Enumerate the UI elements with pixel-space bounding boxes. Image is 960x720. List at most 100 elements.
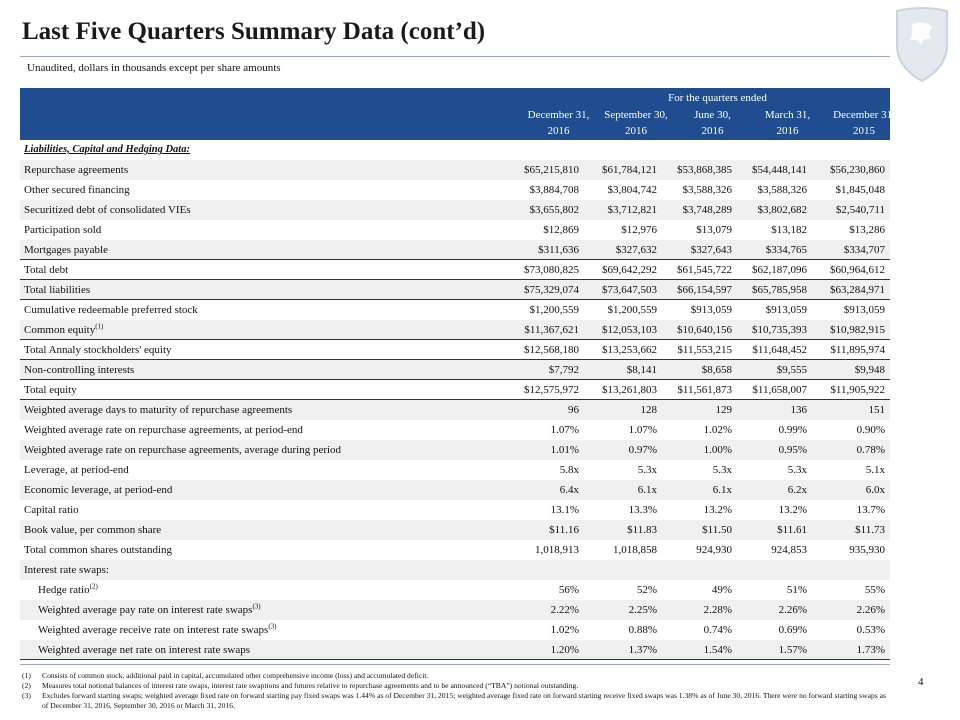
cell-value: $11.73: [855, 524, 885, 536]
footnote-ref: (3): [268, 622, 277, 631]
cell-value: $11,895,974: [830, 344, 885, 356]
row-label: Weighted average net rate on interest ra…: [38, 640, 250, 660]
row-label: Weighted average pay rate on interest ra…: [38, 600, 261, 620]
cell-value: $11,648,452: [752, 344, 807, 356]
subtitle: Unaudited, dollars in thousands except p…: [27, 62, 281, 74]
row-label: Capital ratio: [24, 500, 79, 520]
table-row: Total equity $12,575,972 $13,261,803 $11,56…: [20, 380, 890, 400]
cell-value: 13.2%: [703, 504, 732, 516]
cell-value: 1.02%: [703, 424, 732, 436]
footnote-text: Excludes forward starting swaps; weighte…: [42, 691, 886, 710]
cell-value: 129: [715, 404, 733, 416]
summary-table: For the quarters ended December 31, 2016 S…: [20, 88, 895, 660]
cell-value: 1,018,858: [613, 544, 657, 556]
row-label: Other secured financing: [24, 180, 130, 200]
cell-value: $13,182: [771, 224, 807, 236]
cell-value: 51%: [786, 584, 807, 596]
cell-value: 6.1x: [637, 484, 657, 496]
table-row: Hedge ratio(2) 56% 52% 49% 51% 55%: [20, 580, 890, 600]
column-header: June 30, 2016: [670, 107, 755, 139]
cell-value: 924,853: [771, 544, 807, 556]
footnote-rule: [20, 664, 890, 665]
cell-value: 2.26%: [856, 604, 885, 616]
cell-value: $327,643: [690, 244, 732, 256]
cell-value: 13.3%: [628, 504, 657, 516]
table-row: Weighted average rate on repurchase agre…: [20, 440, 890, 460]
cell-value: $11.83: [627, 524, 657, 536]
cell-value: $11,561,873: [677, 384, 732, 396]
footnote: (3) Excludes forward starting swaps; weig…: [22, 691, 892, 711]
row-label-text: Book value, per common share: [24, 524, 162, 536]
cell-value: 151: [868, 404, 886, 416]
cell-value: 1.20%: [550, 644, 579, 656]
cell-value: 5.3x: [787, 464, 807, 476]
row-label-text: Weighted average rate on repurchase agre…: [24, 424, 303, 436]
table-row: Total liabilities $75,329,074 $73,647,503 $…: [20, 280, 890, 300]
table-row: Interest rate swaps:: [20, 560, 890, 580]
cell-value: 5.1x: [865, 464, 885, 476]
row-label-text: Securitized debt of consolidated VIEs: [24, 204, 191, 216]
cell-value: 0.74%: [703, 624, 732, 636]
row-label-text: Capital ratio: [24, 504, 79, 516]
cell-value: $69,642,292: [602, 264, 657, 276]
cell-value: 56%: [558, 584, 579, 596]
cell-value: $3,588,326: [757, 184, 808, 196]
cell-value: 13.1%: [550, 504, 579, 516]
row-label-text: Hedge ratio: [38, 584, 90, 596]
cell-value: $13,286: [849, 224, 885, 236]
table-header: For the quarters ended December 31, 2016 S…: [20, 88, 895, 140]
cell-value: 0.78%: [856, 444, 885, 456]
table-row: Repurchase agreements $65,215,810 $61,784,…: [20, 160, 890, 180]
row-label-text: Non-controlling interests: [24, 364, 135, 376]
row-label: Non-controlling interests: [24, 360, 134, 380]
cell-value: $327,632: [615, 244, 657, 256]
cell-value: 1.00%: [703, 444, 732, 456]
cell-value: $1,200,559: [529, 304, 580, 316]
cell-value: 935,930: [849, 544, 885, 556]
cell-value: $9,555: [776, 364, 807, 376]
logo: [896, 7, 948, 83]
cell-value: 1.54%: [703, 644, 732, 656]
table-row: Book value, per common share $11.16 $11.83…: [20, 520, 890, 540]
cell-value: $11,367,621: [524, 324, 579, 336]
row-label-text: Total common shares outstanding: [24, 544, 173, 556]
cell-value: 6.2x: [787, 484, 807, 496]
column-header-line: September 30,: [604, 109, 668, 121]
cell-value: $11.50: [702, 524, 732, 536]
group-header: For the quarters ended: [668, 92, 767, 104]
cell-value: 1.37%: [628, 644, 657, 656]
cell-value: 2.22%: [550, 604, 579, 616]
cell-value: $65,215,810: [524, 164, 579, 176]
row-label-text: Interest rate swaps:: [24, 564, 109, 576]
cell-value: $913,059: [765, 304, 807, 316]
cell-value: $63,284,971: [830, 284, 885, 296]
cell-value: 6.1x: [712, 484, 732, 496]
row-label: Weighted average days to maturity of rep…: [24, 400, 292, 420]
cell-value: $12,869: [543, 224, 579, 236]
column-header: September 30, 2016: [592, 107, 680, 139]
row-label-text: Repurchase agreements: [24, 164, 129, 176]
row-label-text: Weighted average receive rate on interes…: [38, 624, 269, 636]
row-label: Securitized debt of consolidated VIEs: [24, 200, 191, 220]
cell-value: 5.3x: [712, 464, 732, 476]
row-label: Total common shares outstanding: [24, 540, 172, 560]
cell-value: 924,930: [696, 544, 732, 556]
cell-value: $56,230,860: [830, 164, 885, 176]
cell-value: $13,261,803: [602, 384, 657, 396]
row-label: Total liabilities: [24, 280, 90, 300]
cell-value: $12,575,972: [524, 384, 579, 396]
cell-value: 0.69%: [778, 624, 807, 636]
cell-value: $3,802,682: [757, 204, 808, 216]
cell-value: 2.25%: [628, 604, 657, 616]
table-row: Weighted average pay rate on interest ra…: [20, 600, 890, 620]
row-label-text: Common equity: [24, 324, 96, 336]
table-row: Economic leverage, at period-end 6.4x 6.1x…: [20, 480, 890, 500]
cell-value: 1.73%: [856, 644, 885, 656]
row-label-text: Total liabilities: [24, 284, 91, 296]
table-row: Weighted average days to maturity of rep…: [20, 400, 890, 420]
footnote-ref: (1): [95, 322, 104, 331]
row-label-text: Cumulative redeemable preferred stock: [24, 304, 198, 316]
column-header-line: 2016: [625, 125, 647, 137]
cell-value: 6.4x: [559, 484, 579, 496]
cell-value: $3,655,802: [529, 204, 580, 216]
